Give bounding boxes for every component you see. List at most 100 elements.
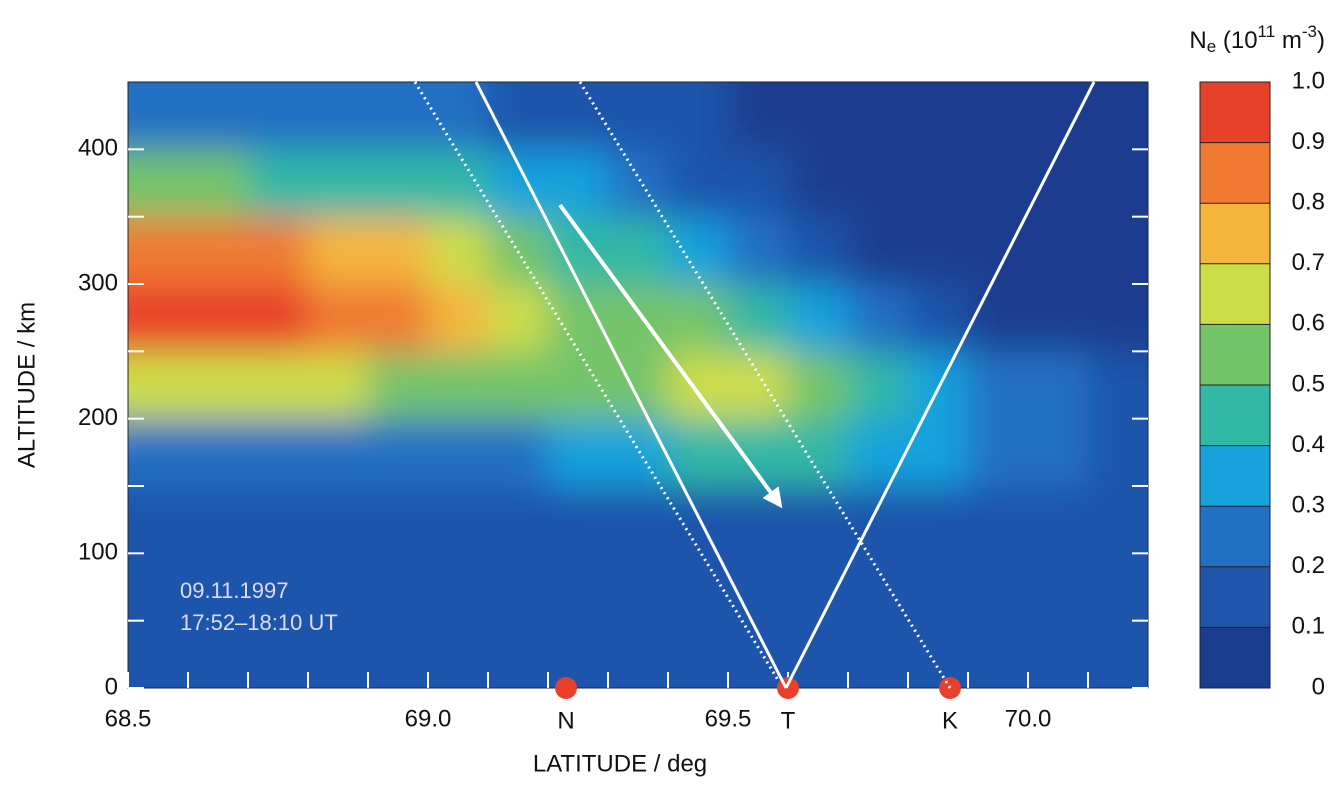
cell [308, 216, 369, 285]
cell [488, 553, 549, 622]
cell [128, 620, 189, 688]
cell [608, 216, 669, 285]
cell [1028, 620, 1089, 688]
field [128, 82, 1148, 688]
cell [188, 418, 249, 487]
cell [788, 284, 849, 353]
y-tick-label: 100 [78, 539, 118, 566]
cell [1088, 351, 1148, 420]
cell [788, 620, 849, 688]
cell [428, 620, 489, 688]
y-tick-label: 400 [78, 135, 118, 162]
cell [608, 620, 669, 688]
cell [668, 620, 729, 688]
cell [788, 216, 849, 285]
cell [248, 418, 309, 487]
beams [413, 81, 1096, 689]
colorbar-tick-label: 0.5 [1292, 370, 1325, 397]
colorbar-band [1200, 445, 1270, 507]
cell [368, 620, 429, 688]
cell [548, 418, 609, 487]
cell [968, 418, 1029, 487]
colorbar-band [1200, 82, 1270, 143]
cell [1028, 553, 1089, 622]
y-tick-label: 200 [78, 404, 118, 431]
colorbar-tick-label: 1.0 [1292, 67, 1325, 94]
colorbar-band [1200, 142, 1270, 204]
annotation: 09.11.1997 [180, 578, 288, 603]
y-tick-label: 0 [105, 673, 118, 700]
t: ) [1317, 27, 1325, 54]
colorbar-tick-label: 0.2 [1292, 552, 1325, 579]
cell [848, 82, 909, 151]
cell [848, 284, 909, 353]
cell [968, 486, 1029, 555]
station [939, 677, 961, 699]
arrow [558, 203, 783, 509]
cell [548, 620, 609, 688]
cell [428, 351, 489, 420]
colorbar-band [1200, 203, 1270, 264]
cell [848, 553, 909, 622]
cell [728, 351, 789, 420]
x-tick-label: 69.0 [405, 705, 452, 732]
x-tick-label: 70.0 [1005, 705, 1052, 732]
cell [128, 149, 189, 218]
cell [128, 284, 189, 353]
cell [728, 82, 789, 151]
cell [668, 553, 729, 622]
colorbar-band [1200, 506, 1270, 567]
t: e [1207, 37, 1216, 56]
x-axis-label: LATITUDE / deg [533, 750, 707, 777]
cell [668, 351, 729, 420]
cell [968, 351, 1029, 420]
cell [728, 553, 789, 622]
cell [308, 553, 369, 622]
cell [1088, 553, 1148, 622]
cell [128, 553, 189, 622]
cell [848, 418, 909, 487]
y-tick-label: 300 [78, 269, 118, 296]
plot-frame [127, 81, 1149, 689]
cell [308, 620, 369, 688]
cell [848, 216, 909, 285]
cell [668, 284, 729, 353]
beam-dotted [578, 81, 952, 689]
cell [428, 149, 489, 218]
cell [968, 620, 1029, 688]
cell [668, 149, 729, 218]
cell [908, 553, 969, 622]
cell [908, 284, 969, 353]
cell [368, 216, 429, 285]
cell [1088, 82, 1148, 151]
cell [548, 284, 609, 353]
cell [548, 82, 609, 151]
colorbar-band [1200, 627, 1270, 688]
station-label: K [942, 707, 958, 734]
cell [128, 486, 189, 555]
cell [668, 82, 729, 151]
cell [1028, 216, 1089, 285]
cell [908, 216, 969, 285]
cell [188, 82, 249, 151]
t: -3 [1302, 22, 1317, 41]
cell [488, 351, 549, 420]
colorbar-tick-label: 0.7 [1292, 249, 1325, 276]
colorbar-tick-label: 0.1 [1292, 613, 1325, 640]
t: N [1189, 27, 1206, 54]
beam-dotted [413, 81, 780, 681]
cell [428, 553, 489, 622]
cell [248, 216, 309, 285]
cell [308, 149, 369, 218]
cell [1088, 620, 1148, 688]
cell [908, 620, 969, 688]
cell [548, 553, 609, 622]
annotation: 17:52–18:10 UT [180, 610, 338, 635]
beam [784, 81, 1096, 689]
cell [968, 149, 1029, 218]
t: m [1275, 27, 1302, 54]
cell [788, 486, 849, 555]
cell [788, 149, 849, 218]
cell [1028, 351, 1089, 420]
colorbar-tick-label: 0.3 [1292, 492, 1325, 519]
